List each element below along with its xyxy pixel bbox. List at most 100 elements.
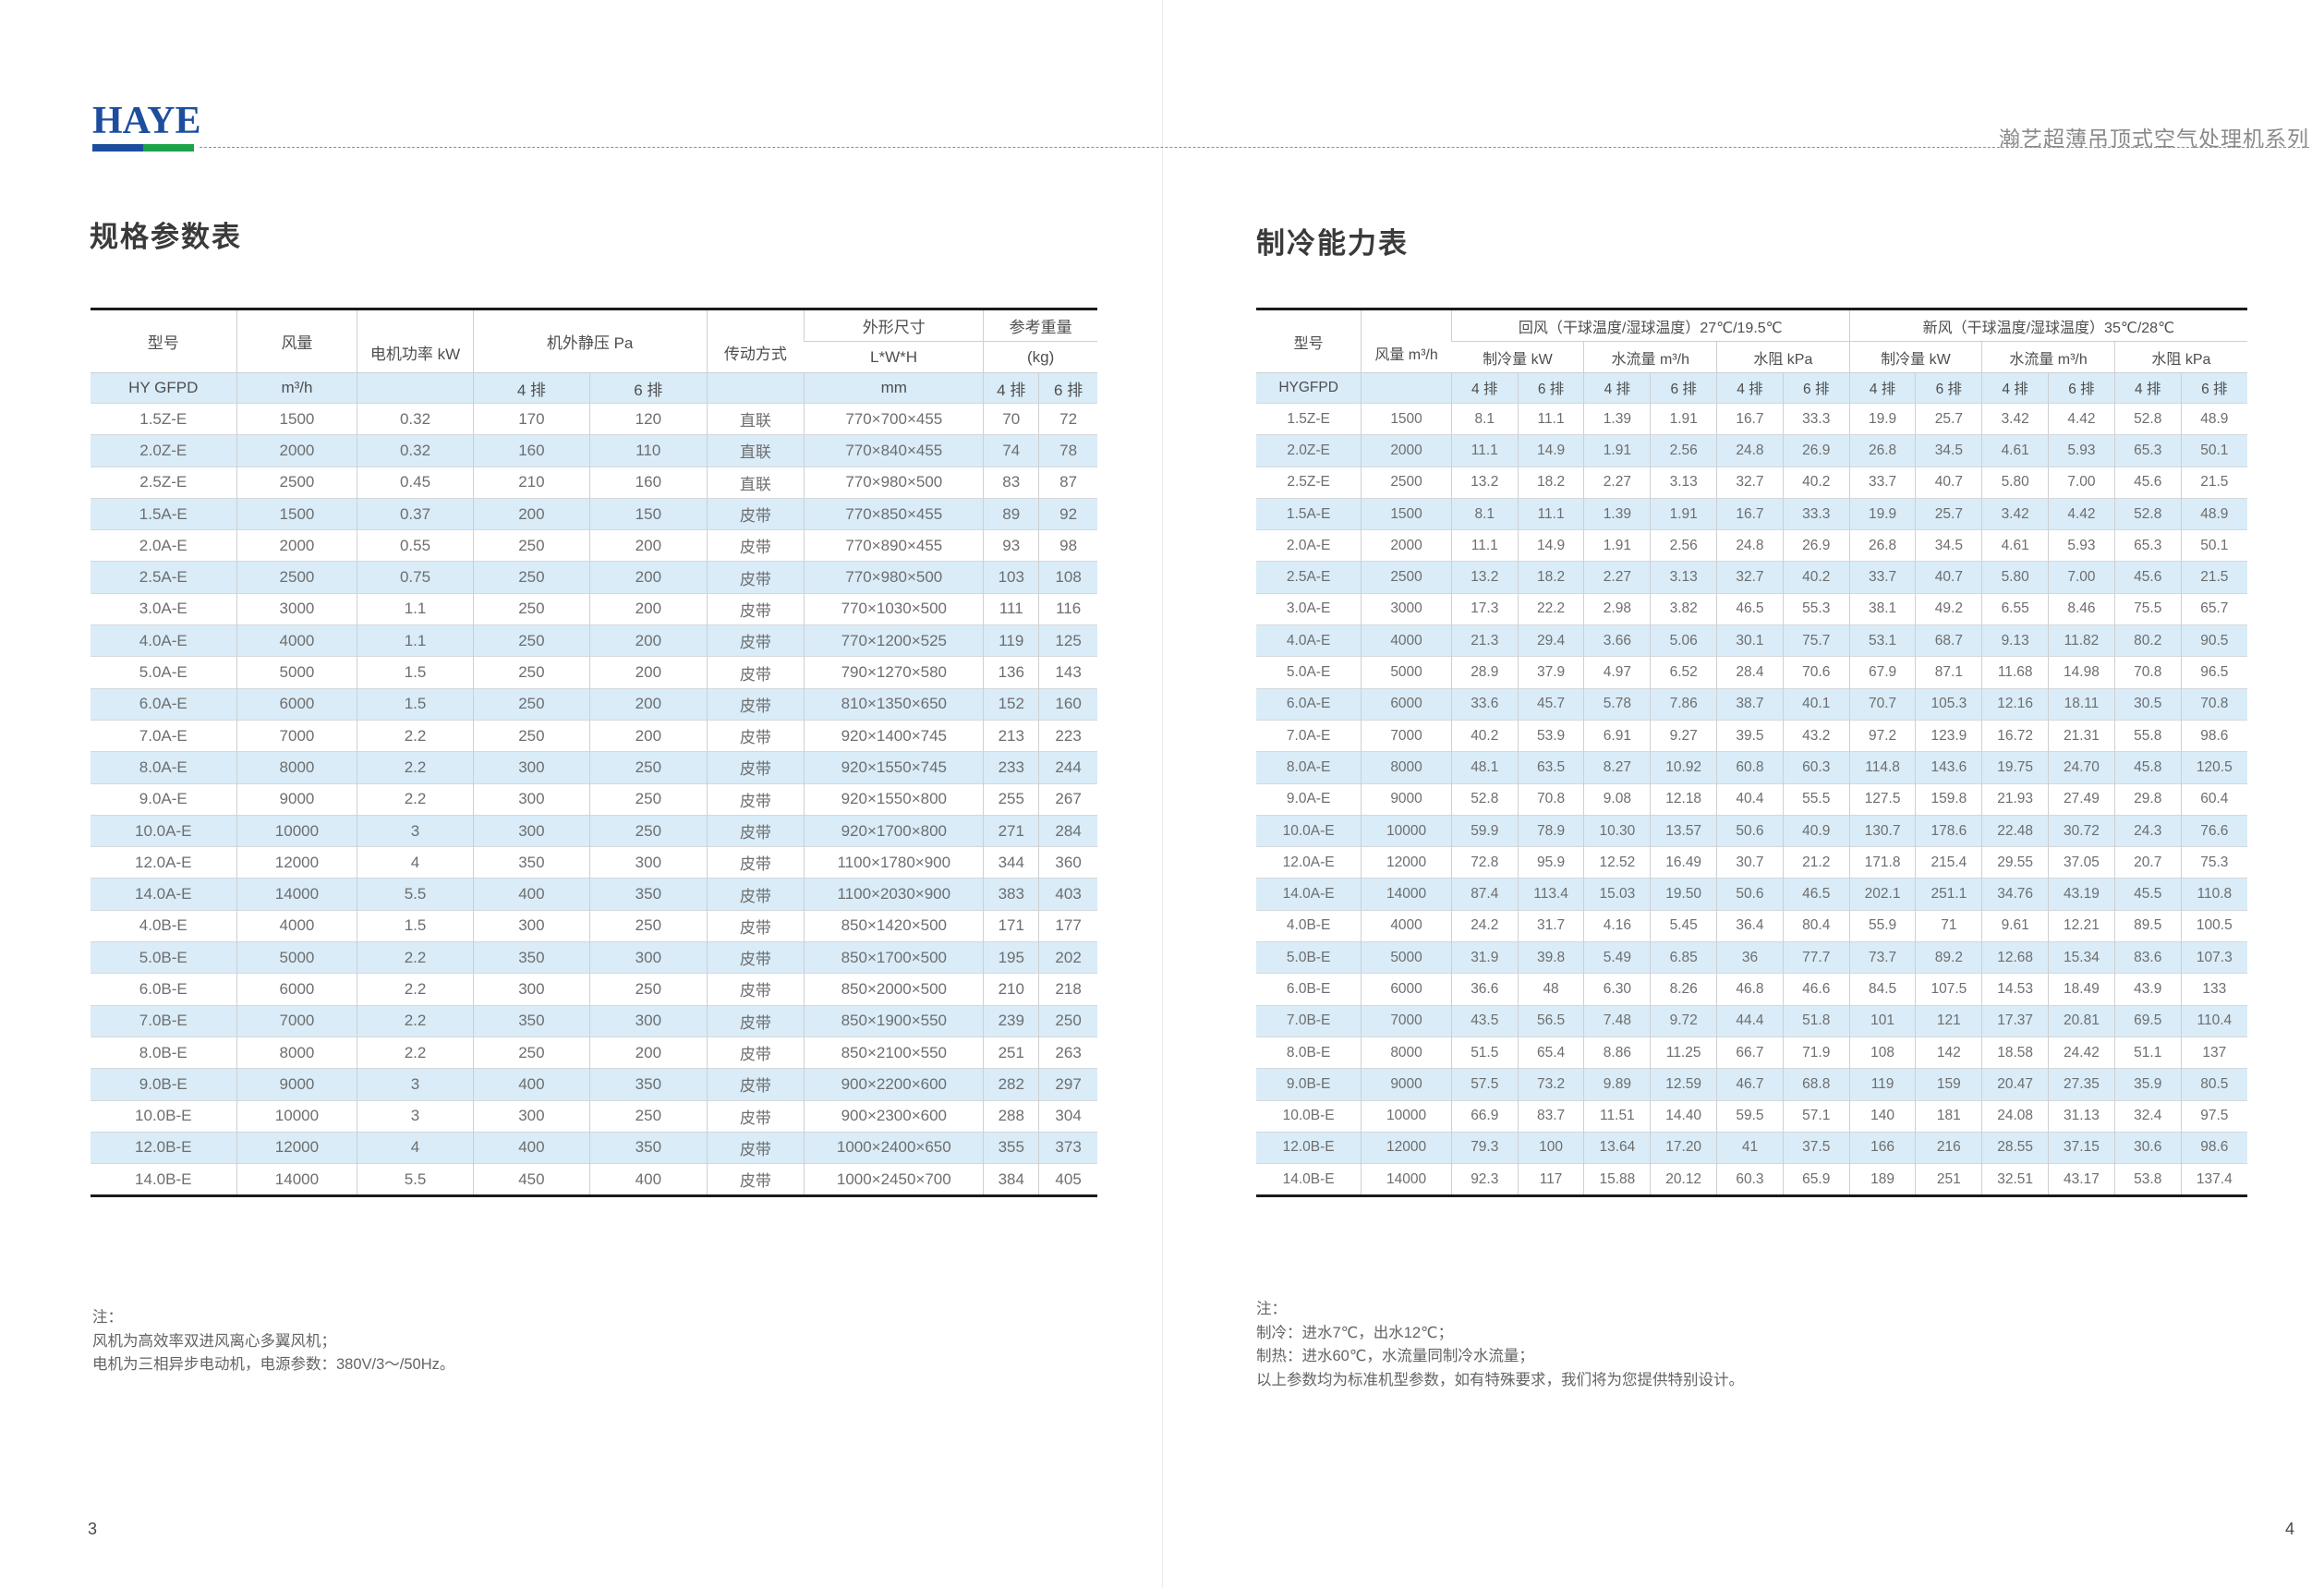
cell: 皮带 — [706, 656, 805, 689]
cell: 11.51 — [1583, 1099, 1651, 1133]
table-row: 6.0A-E 6000 1.5 250 200 皮带 810×1350×650 152 160 — [91, 687, 1097, 721]
cell: 40.2 — [1782, 466, 1850, 499]
cell: 200 — [589, 561, 708, 594]
cell: 4.97 — [1583, 656, 1651, 689]
cell: 30.72 — [2048, 814, 2115, 847]
cell: 46.5 — [1716, 592, 1784, 625]
cell: 5.93 — [2048, 434, 2115, 467]
table-row: 8.0A-E 8000 2.2 300 250 皮带 920×1550×745 233 244 — [91, 751, 1097, 784]
cell: 38.7 — [1716, 687, 1784, 721]
cell: 46.6 — [1782, 973, 1850, 1006]
cell: 5.78 — [1583, 687, 1651, 721]
cell: 9000 — [236, 782, 357, 816]
cell: 34.76 — [1981, 878, 2049, 911]
cell: 920×1550×745 — [804, 751, 984, 784]
table-row: 7.0A-E 7000 2.2 250 200 皮带 920×1400×745 213 223 — [91, 719, 1097, 752]
cell: 12.0A-E — [91, 846, 237, 879]
cell: 14.53 — [1981, 973, 2049, 1006]
cell: 15.34 — [2048, 941, 2115, 974]
cell: 1.39 — [1583, 497, 1651, 530]
cell: 13.57 — [1650, 814, 1717, 847]
cell: 68.8 — [1782, 1068, 1850, 1101]
cell: 2.0A-E — [91, 529, 237, 562]
cell: 63.5 — [1517, 751, 1584, 784]
cell: 218 — [1038, 973, 1097, 1006]
cell: 70 — [983, 402, 1039, 435]
cooling-data-rows: 1.5Z-E 1500 8.1 11.1 1.39 1.91 16.7 33.3 19.9 25.… — [1256, 402, 2247, 1196]
cell: 210 — [472, 466, 590, 499]
cell: 350 — [589, 1131, 708, 1164]
cell: 10.92 — [1650, 751, 1717, 784]
cell: 66.7 — [1716, 1036, 1784, 1069]
cell: 11.82 — [2048, 624, 2115, 657]
cell: 21.2 — [1782, 846, 1850, 879]
cell: 26.8 — [1848, 434, 1916, 467]
cell: 213 — [983, 719, 1039, 752]
cell: 74 — [983, 434, 1039, 467]
table-row: 3.0A-E 3000 1.1 250 200 皮带 770×1030×500 111 116 — [91, 592, 1097, 625]
cell: 110.8 — [2180, 878, 2247, 911]
cell: 皮带 — [706, 782, 805, 816]
cell: 40.9 — [1782, 814, 1850, 847]
cell: 8.26 — [1650, 973, 1717, 1006]
cell: 6000 — [236, 687, 357, 721]
cell: 1.91 — [1583, 529, 1651, 562]
table-row: 2.5A-E 2500 13.2 18.2 2.27 3.13 32.7 40.2 33.7 40… — [1256, 561, 2247, 594]
cell: HYGFPD — [1256, 372, 1362, 404]
cell: 4 排 — [983, 372, 1039, 404]
col-header-static-pressure: 机外静压 Pa — [472, 309, 708, 373]
cell: 32.7 — [1716, 561, 1784, 594]
cell: 92.3 — [1450, 1163, 1519, 1196]
cell: 8000 — [1361, 751, 1452, 784]
table-row: 12.0A-E 12000 72.8 95.9 12.52 16.49 30.7 21.2 17… — [1256, 846, 2247, 879]
cell: 4.42 — [2048, 497, 2115, 530]
cell: 1.5Z-E — [1256, 402, 1362, 435]
cell: 16.7 — [1716, 497, 1784, 530]
cell: 6 排 — [1517, 372, 1584, 404]
cell: 69.5 — [2113, 1004, 2182, 1037]
cell: 9.0A-E — [1256, 782, 1362, 816]
page-number-left: 3 — [88, 1520, 98, 1538]
cell: 12.52 — [1583, 846, 1651, 879]
cell: 18.11 — [2048, 687, 2115, 721]
cell: 48.9 — [2180, 497, 2247, 530]
cell — [706, 372, 805, 404]
col-header-weight: 参考重量 — [983, 309, 1097, 342]
cell: 5000 — [236, 941, 357, 974]
cell: 皮带 — [706, 592, 805, 625]
cell: 80.4 — [1782, 909, 1850, 942]
cell: 200 — [589, 529, 708, 562]
cell: 4.61 — [1981, 529, 2049, 562]
cell: 142 — [1915, 1036, 1982, 1069]
cell: 51.8 — [1782, 1004, 1850, 1037]
cell: 40.4 — [1716, 782, 1784, 816]
cell: 3000 — [1361, 592, 1452, 625]
table-row: 4.0B-E 4000 1.5 300 250 皮带 850×1420×500 171 177 — [91, 909, 1097, 942]
cell: 810×1350×650 — [804, 687, 984, 721]
cell: 77.7 — [1782, 941, 1850, 974]
cell: 37.5 — [1782, 1131, 1850, 1164]
cell: 100 — [1517, 1131, 1584, 1164]
cell: 373 — [1038, 1131, 1097, 1164]
cell: 6 排 — [1782, 372, 1850, 404]
cell: 4000 — [1361, 909, 1452, 942]
table-row: 14.0A-E 14000 87.4 113.4 15.03 19.50 50.6 46.5 2… — [1256, 878, 2247, 911]
cell: 159.8 — [1915, 782, 1982, 816]
cell: 65.4 — [1517, 1036, 1584, 1069]
cell: 7.0A-E — [91, 719, 237, 752]
cell: 250 — [1038, 1004, 1097, 1037]
cell: 216 — [1915, 1131, 1982, 1164]
cell: 202.1 — [1848, 878, 1916, 911]
cell: 18.2 — [1517, 561, 1584, 594]
table-row: 3.0A-E 3000 17.3 22.2 2.98 3.82 46.5 55.3 38.1 49… — [1256, 592, 2247, 625]
cell: 920×1400×745 — [804, 719, 984, 752]
cell: 127.5 — [1848, 782, 1916, 816]
col-header-weight-sub: (kg) — [983, 341, 1097, 373]
cell: 11.68 — [1981, 656, 2049, 689]
cell: 2.0Z-E — [1256, 434, 1362, 467]
cell: 770×980×500 — [804, 466, 984, 499]
cell: 0.75 — [357, 561, 474, 594]
cell: 166 — [1848, 1131, 1916, 1164]
cell: 40.1 — [1782, 687, 1850, 721]
cell: 170 — [472, 402, 590, 435]
